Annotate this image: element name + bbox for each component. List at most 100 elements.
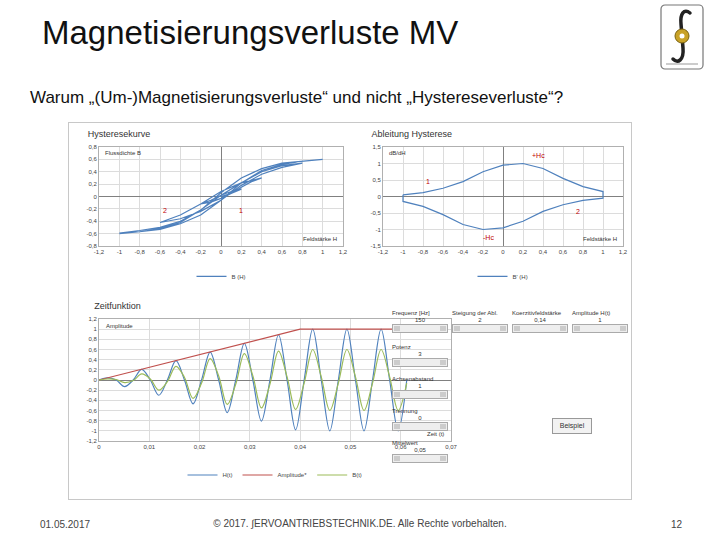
svg-text:0: 0 <box>93 377 97 383</box>
svg-text:-Hc: -Hc <box>483 234 494 241</box>
svg-text:1,2: 1,2 <box>619 249 628 255</box>
svg-text:0: 0 <box>97 444 101 450</box>
html-text:0,14: 0,14 <box>534 317 546 323</box>
svg-text:-1,5: -1,5 <box>370 243 381 249</box>
svg-text:0,03: 0,03 <box>244 444 256 450</box>
svg-text:-0,8: -0,8 <box>134 249 145 255</box>
svg-text:-1,2: -1,2 <box>86 438 97 444</box>
svg-text:-1,2: -1,2 <box>94 249 105 255</box>
svg-text:-1: -1 <box>375 227 381 233</box>
svg-text:-0,4: -0,4 <box>86 397 97 403</box>
svg-text:0,4: 0,4 <box>539 249 548 255</box>
svg-text:0,2: 0,2 <box>88 367 97 373</box>
svg-text:Feldstärke H: Feldstärke H <box>583 236 617 242</box>
svg-text:1: 1 <box>426 178 430 185</box>
svg-text:Amplitude*: Amplitude* <box>278 472 308 478</box>
svg-text:0: 0 <box>377 194 381 200</box>
svg-text:-1: -1 <box>91 428 97 434</box>
svg-text:0: 0 <box>93 194 97 200</box>
svg-text:0,4: 0,4 <box>257 249 266 255</box>
svg-text:-0,2: -0,2 <box>86 206 97 212</box>
svg-text:-0,5: -0,5 <box>370 210 381 216</box>
svg-text:dB/dH: dB/dH <box>389 150 406 156</box>
svg-text:0,6: 0,6 <box>278 249 287 255</box>
svg-text:0,01: 0,01 <box>143 444 155 450</box>
html-text:Frequenz [Hz]: Frequenz [Hz] <box>392 310 430 316</box>
svg-text:0,2: 0,2 <box>88 181 97 187</box>
svg-text:+Hc: +Hc <box>532 152 545 159</box>
svg-text:0,8: 0,8 <box>88 336 97 342</box>
svg-text:-0,6: -0,6 <box>86 231 97 237</box>
html-text:Achsenabstand: Achsenabstand <box>392 376 434 382</box>
svg-text:0,05: 0,05 <box>345 444 357 450</box>
svg-text:-0,6: -0,6 <box>86 408 97 414</box>
html-text:Potenz: Potenz <box>392 344 411 350</box>
svg-text:0,6: 0,6 <box>88 347 97 353</box>
svg-text:Zeit (t): Zeit (t) <box>427 431 444 437</box>
svg-text:0,8: 0,8 <box>88 144 97 150</box>
svg-text:2: 2 <box>576 208 580 215</box>
svg-text:0,8: 0,8 <box>579 249 588 255</box>
svg-text:-0,6: -0,6 <box>438 249 449 255</box>
svg-text:-1: -1 <box>117 249 123 255</box>
svg-text:-1: -1 <box>400 249 406 255</box>
svg-text:-0,4: -0,4 <box>458 249 469 255</box>
svg-text:Amplitude: Amplitude <box>106 323 133 329</box>
svg-text:0,06: 0,06 <box>394 444 407 451</box>
html-text:01.05.2017: 01.05.2017 <box>40 519 91 530</box>
svg-text:-0,4: -0,4 <box>86 218 97 224</box>
svg-text:-0,2: -0,2 <box>86 387 97 393</box>
svg-text:H(t): H(t) <box>223 472 233 478</box>
svg-text:-0,2: -0,2 <box>478 249 489 255</box>
svg-text:1: 1 <box>93 326 97 332</box>
svg-text:0,2: 0,2 <box>519 249 528 255</box>
svg-text:1,5: 1,5 <box>372 144 381 150</box>
html-text:Beispiel: Beispiel <box>559 422 585 429</box>
svg-text:-0,8: -0,8 <box>86 418 97 424</box>
html-text:Amplitude H(t): Amplitude H(t) <box>572 310 611 316</box>
html-text:0,05: 0,05 <box>414 447 426 453</box>
svg-text:0,5: 0,5 <box>372 177 381 183</box>
svg-text:1: 1 <box>601 249 605 255</box>
svg-text:0,6: 0,6 <box>559 249 568 255</box>
svg-text:B' (H): B' (H) <box>513 274 528 280</box>
html-text:Warum „(Um-)Magnetisierungsver: Warum „(Um-)Magnetisierungsverluste“ und… <box>30 88 564 107</box>
html-text:Magnetisierungsverluste MV: Magnetisierungsverluste MV <box>42 14 459 51</box>
svg-text:0,8: 0,8 <box>298 249 307 255</box>
svg-text:B(t): B(t) <box>352 472 362 478</box>
svg-text:1: 1 <box>239 207 243 214</box>
svg-text:-1,2: -1,2 <box>378 249 389 255</box>
svg-text:-0,6: -0,6 <box>155 249 166 255</box>
svg-text:0,4: 0,4 <box>88 357 97 363</box>
svg-text:-0,4: -0,4 <box>175 249 186 255</box>
html-text:150: 150 <box>415 317 425 323</box>
svg-text:0,6: 0,6 <box>88 156 97 162</box>
html-text:© 2017. ∫ERVOANTRIEBSTECHNIK.D: © 2017. ∫ERVOANTRIEBSTECHNIK.DE. Alle Re… <box>213 518 507 529</box>
svg-text:2: 2 <box>163 207 167 214</box>
svg-text:-0,8: -0,8 <box>418 249 429 255</box>
html-text:Trennung: Trennung <box>392 408 418 414</box>
svg-text:0,02: 0,02 <box>194 444 206 450</box>
svg-text:0,07: 0,07 <box>445 444 457 450</box>
html-text:Steigung der Abl.: Steigung der Abl. <box>452 310 498 316</box>
svg-text:0,4: 0,4 <box>88 169 97 175</box>
svg-text:Hysteresekurve: Hysteresekurve <box>88 129 151 139</box>
html-text:12: 12 <box>670 519 682 530</box>
html-text:Mittelwert: Mittelwert <box>392 440 418 446</box>
svg-text:1,2: 1,2 <box>88 316 97 322</box>
svg-text:1: 1 <box>377 161 381 167</box>
svg-text:0: 0 <box>219 249 223 255</box>
svg-text:1: 1 <box>321 249 325 255</box>
svg-text:-0,8: -0,8 <box>86 243 97 249</box>
svg-text:Feldstärke H: Feldstärke H <box>303 236 337 242</box>
svg-text:Zeitfunktion: Zeitfunktion <box>94 301 141 311</box>
html-text:Koerzitivfeldstärke: Koerzitivfeldstärke <box>512 310 561 316</box>
svg-text:0,04: 0,04 <box>294 444 306 450</box>
svg-text:0,2: 0,2 <box>237 249 246 255</box>
svg-text:Flussdichte B: Flussdichte B <box>105 150 141 156</box>
svg-text:-0,2: -0,2 <box>195 249 206 255</box>
svg-text:B (H): B (H) <box>232 274 246 280</box>
svg-text:1,2: 1,2 <box>339 249 348 255</box>
svg-text:Ableitung Hysterese: Ableitung Hysterese <box>372 129 453 139</box>
svg-text:0: 0 <box>501 249 505 255</box>
